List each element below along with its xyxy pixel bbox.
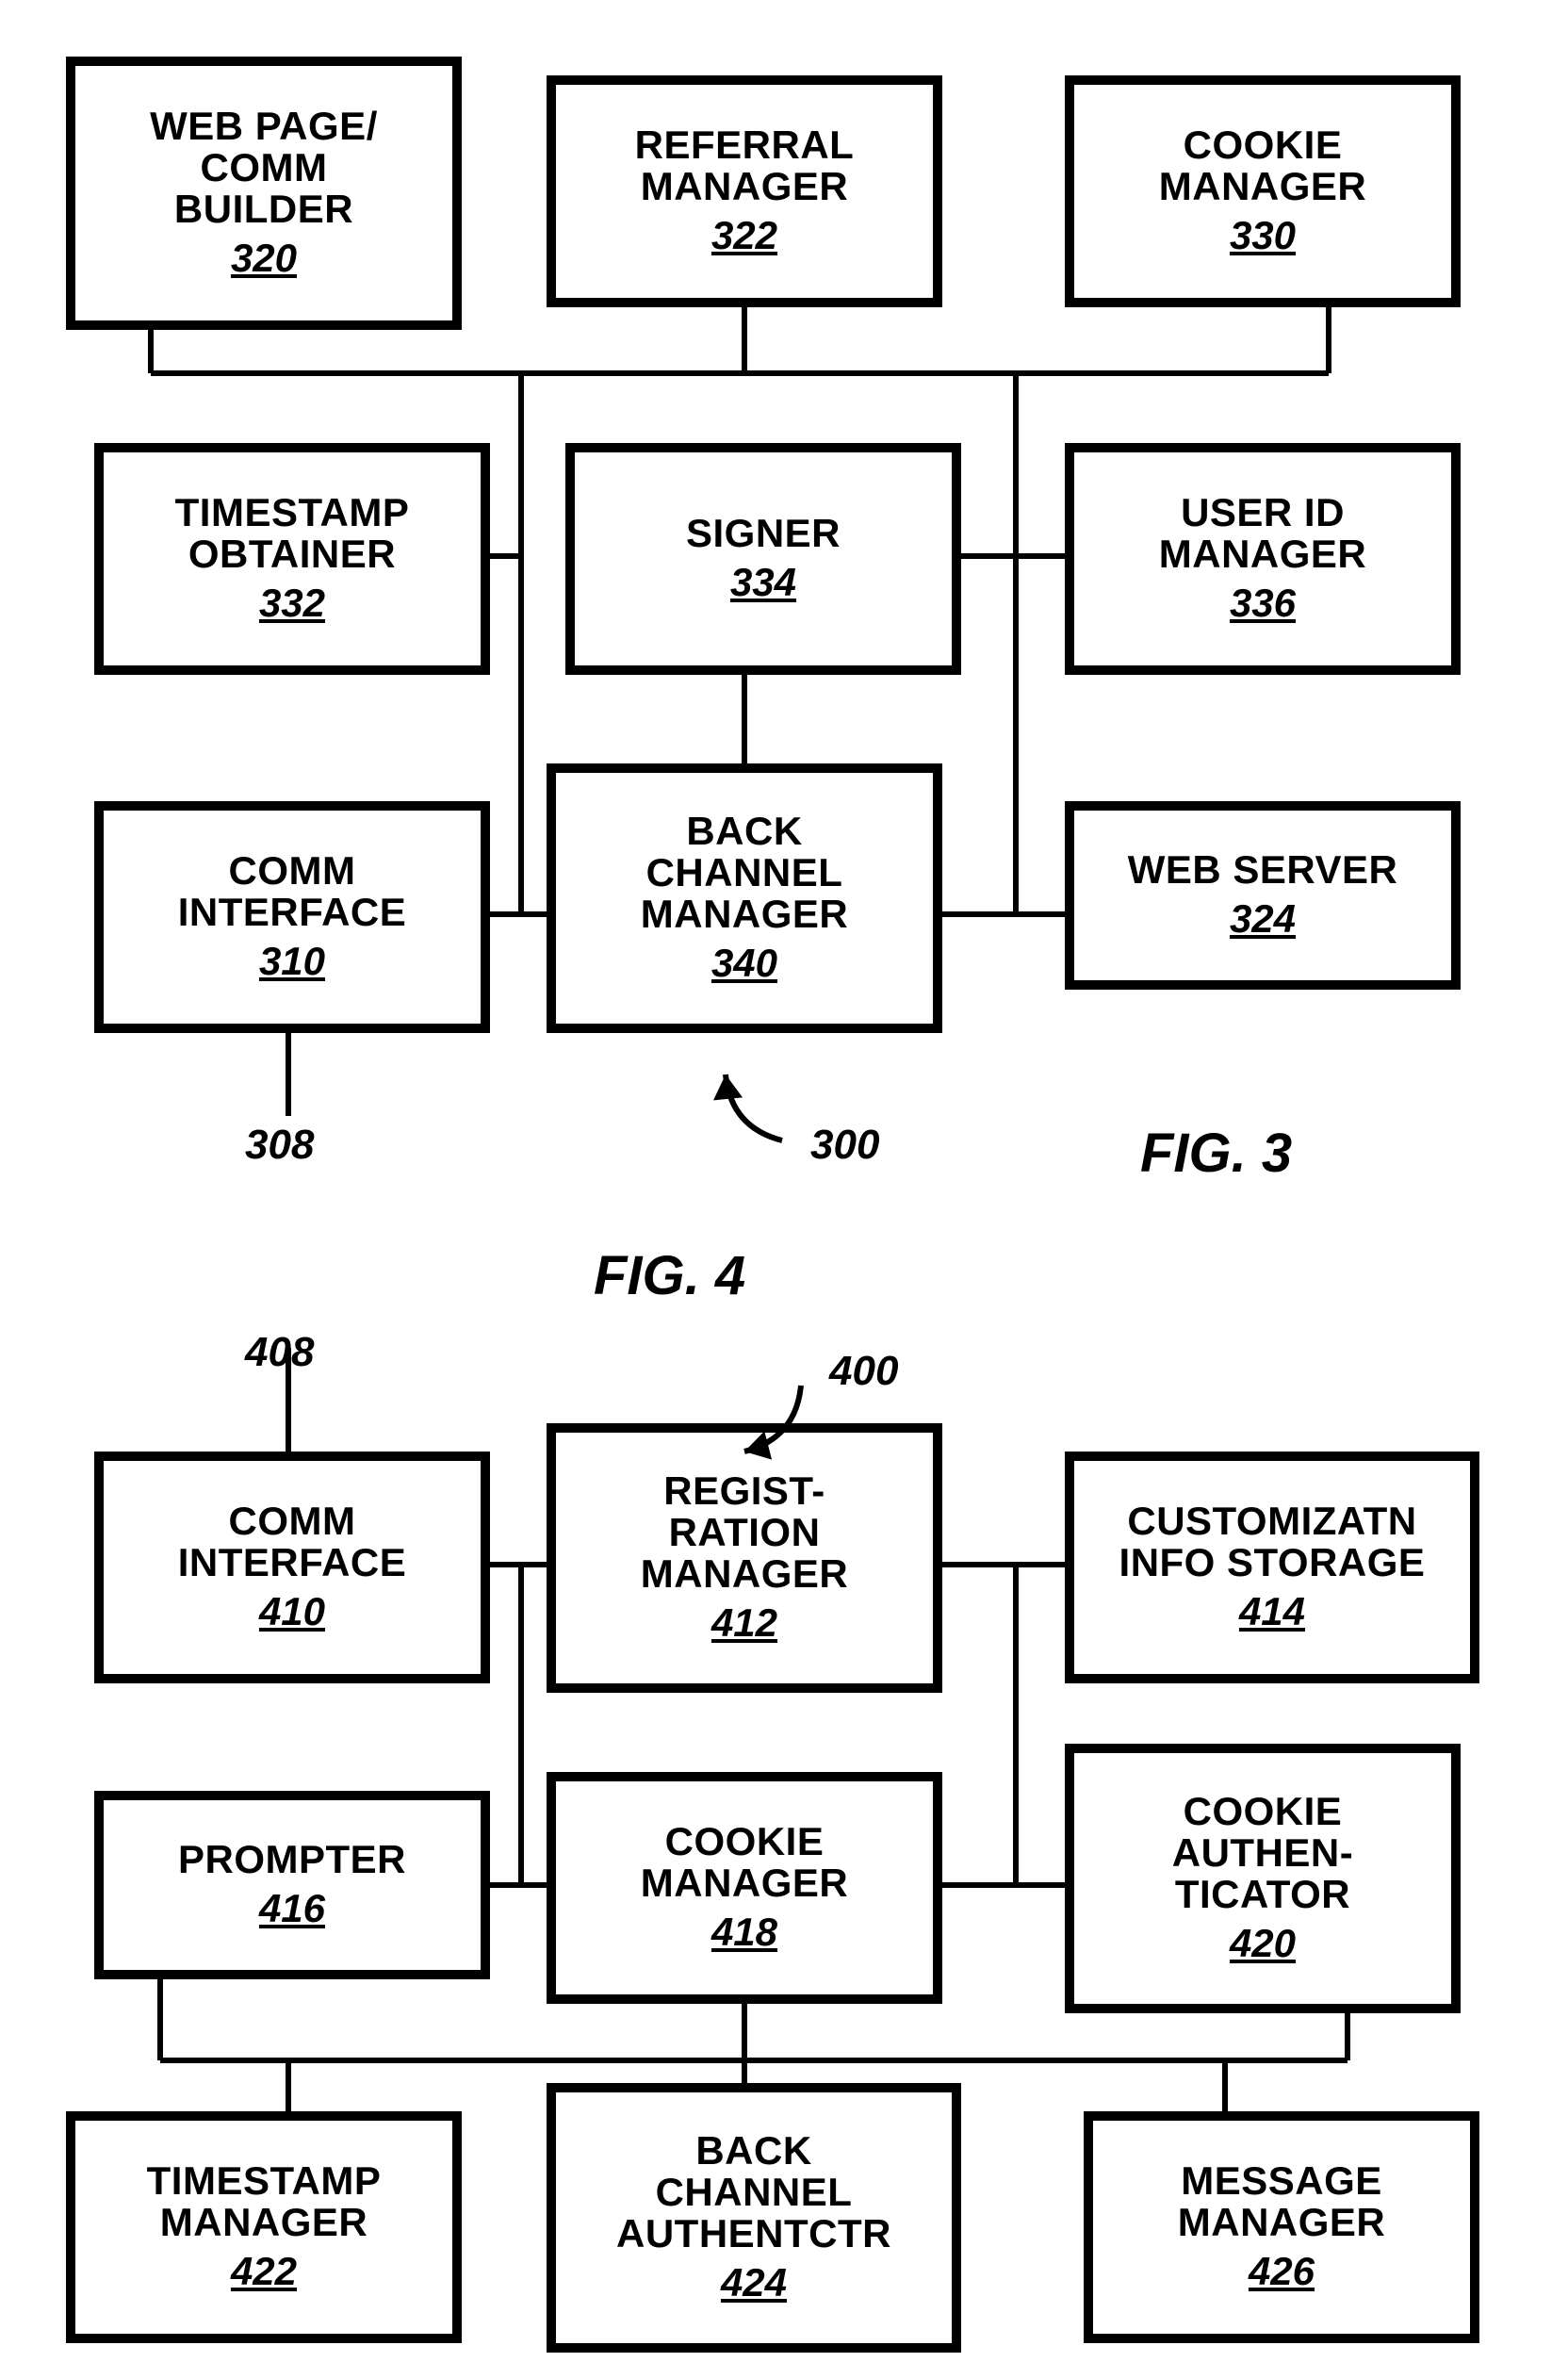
diagram-box: COOKIE AUTHEN- TICATOR 420 [1065, 1744, 1461, 2013]
box-label: COOKIE MANAGER [1159, 124, 1367, 207]
connector [742, 2060, 747, 2083]
box-number: 322 [711, 213, 777, 258]
diagram-box: WEB PAGE/ COMM BUILDER 320 [66, 57, 462, 330]
diagram-box: COOKIE MANAGER 418 [547, 1772, 942, 2004]
box-label: WEB SERVER [1128, 849, 1398, 891]
connector [942, 1562, 1016, 1567]
connector [518, 1565, 524, 1885]
box-label: SIGNER [686, 513, 841, 554]
reference-label: 308 [245, 1122, 314, 1169]
box-label: CUSTOMIZATN INFO STORAGE [1119, 1501, 1426, 1583]
box-label: TIMESTAMP OBTAINER [175, 492, 410, 575]
diagram-box: TIMESTAMP MANAGER 422 [66, 2111, 462, 2343]
connector [1013, 373, 1019, 914]
connector [1222, 2060, 1228, 2111]
diagram-box: MESSAGE MANAGER 426 [1084, 2111, 1479, 2343]
box-label: PROMPTER [178, 1839, 406, 1880]
connector [1016, 911, 1065, 917]
connector [1016, 553, 1065, 559]
connector [961, 553, 1016, 559]
box-number: 424 [721, 2260, 787, 2305]
box-label: COMM INTERFACE [178, 1501, 407, 1583]
connector [160, 2058, 1348, 2063]
box-label: MESSAGE MANAGER [1178, 2160, 1386, 2243]
connector [490, 911, 521, 917]
diagram-box: CUSTOMIZATN INFO STORAGE 414 [1065, 1452, 1479, 1683]
box-number: 332 [259, 581, 325, 626]
box-number: 340 [711, 941, 777, 986]
box-number: 324 [1230, 896, 1296, 942]
box-label: BACK CHANNEL MANAGER [641, 811, 849, 935]
box-number: 410 [259, 1589, 325, 1634]
diagram-box: USER ID MANAGER 336 [1065, 443, 1461, 675]
box-label: USER ID MANAGER [1159, 492, 1367, 575]
box-number: 310 [259, 939, 325, 984]
connector [1326, 307, 1331, 373]
box-label: COOKIE AUTHEN- TICATOR [1172, 1791, 1353, 1915]
diagram-stage: WEB PAGE/ COMM BUILDER 320 REFERRAL MANAGE… [0, 0, 1568, 2362]
connector [1016, 1882, 1065, 1888]
connector [742, 2004, 747, 2060]
box-number: 416 [259, 1886, 325, 1931]
connector [148, 330, 154, 373]
diagram-box: COMM INTERFACE 310 [94, 801, 490, 1033]
connector [151, 370, 1329, 376]
diagram-box: PROMPTER 416 [94, 1791, 490, 1979]
diagram-box: REFERRAL MANAGER 322 [547, 75, 942, 307]
box-number: 330 [1230, 213, 1296, 258]
connector [942, 911, 1016, 917]
box-number: 422 [231, 2249, 297, 2294]
connector [1345, 2013, 1350, 2060]
box-label: REFERRAL MANAGER [635, 124, 855, 207]
box-label: WEB PAGE/ COMM BUILDER [150, 106, 378, 230]
connector [521, 1562, 547, 1567]
box-number: 418 [711, 1910, 777, 1955]
diagram-box: BACK CHANNEL AUTHENTCTR 424 [547, 2083, 961, 2353]
box-label: COMM INTERFACE [178, 850, 407, 933]
connector [157, 1979, 163, 2060]
arrow-icon [697, 1046, 810, 1169]
connector [286, 2060, 291, 2111]
reference-label: 408 [245, 1329, 314, 1376]
connector [521, 1882, 547, 1888]
figure-label: FIG. 3 [1140, 1122, 1292, 1185]
connector [521, 911, 547, 917]
figure-label: FIG. 4 [594, 1244, 745, 1307]
connector [490, 1882, 521, 1888]
connector [942, 1882, 1016, 1888]
connector [518, 373, 524, 914]
connector [490, 553, 521, 559]
connector [286, 1033, 291, 1116]
reference-label: 400 [829, 1348, 898, 1395]
box-label: TIMESTAMP MANAGER [147, 2160, 382, 2243]
diagram-box: BACK CHANNEL MANAGER 340 [547, 763, 942, 1033]
box-number: 336 [1230, 581, 1296, 626]
diagram-box: TIMESTAMP OBTAINER 332 [94, 443, 490, 675]
box-label: BACK CHANNEL AUTHENTCTR [616, 2130, 891, 2255]
arrow-icon [716, 1357, 829, 1480]
diagram-box: SIGNER 334 [565, 443, 961, 675]
box-label: COOKIE MANAGER [641, 1821, 849, 1904]
box-number: 426 [1249, 2249, 1315, 2294]
box-number: 334 [730, 560, 796, 605]
connector [1016, 1562, 1065, 1567]
diagram-box: COOKIE MANAGER 330 [1065, 75, 1461, 307]
box-label: REGIST- RATION MANAGER [641, 1470, 849, 1595]
connector [742, 675, 747, 763]
connector [1013, 1565, 1019, 1885]
box-number: 412 [711, 1600, 777, 1646]
box-number: 320 [231, 236, 297, 281]
diagram-box: COMM INTERFACE 410 [94, 1452, 490, 1683]
box-number: 420 [1230, 1921, 1296, 1966]
reference-label: 300 [810, 1122, 879, 1169]
connector [742, 307, 747, 373]
connector [490, 1562, 521, 1567]
box-number: 414 [1239, 1589, 1305, 1634]
diagram-box: WEB SERVER 324 [1065, 801, 1461, 990]
